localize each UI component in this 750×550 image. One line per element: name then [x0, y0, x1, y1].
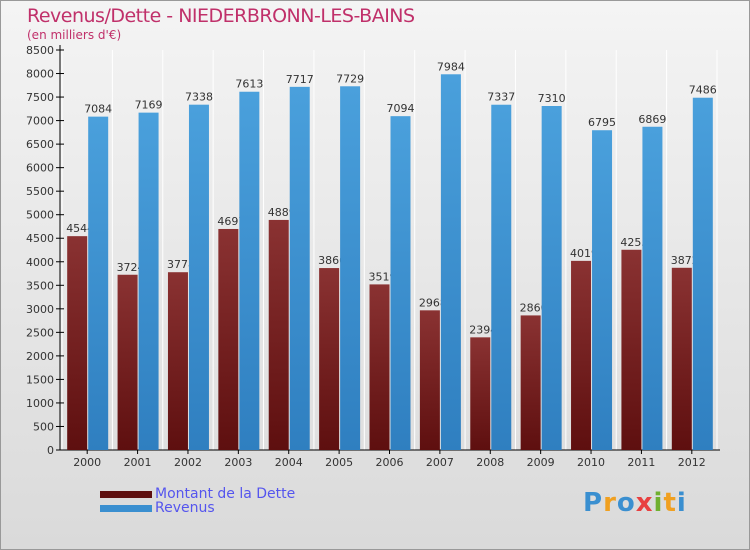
- data-label-revenue: 7338: [185, 91, 213, 104]
- data-label-debt: 3519: [369, 270, 397, 283]
- bar-debt: [268, 219, 289, 450]
- y-tick-label: 8000: [26, 68, 54, 81]
- bar-debt: [117, 274, 138, 450]
- bar-revenue: [541, 106, 562, 450]
- y-tick-label: 6500: [26, 138, 54, 151]
- bar-revenue: [239, 91, 260, 450]
- bar-debt: [419, 310, 440, 450]
- data-label-revenue: 7310: [538, 92, 566, 105]
- y-tick-label: 8500: [26, 44, 54, 57]
- legend-swatch-revenue: [100, 504, 152, 512]
- chart-title: Revenus/Dette - NIEDERBRONN-LES-BAINS: [27, 5, 415, 27]
- y-tick-label: 3000: [26, 303, 54, 316]
- x-tick-label: 2004: [275, 456, 303, 469]
- bar-debt: [470, 337, 491, 450]
- bar-debt: [167, 272, 188, 450]
- y-tick-label: 4000: [26, 256, 54, 269]
- x-tick-label: 2010: [577, 456, 605, 469]
- data-label-revenue: 7613: [235, 78, 263, 91]
- legend-debt: Montant de la Dette: [100, 486, 295, 502]
- bar-debt: [671, 267, 692, 450]
- y-tick-label: 4500: [26, 232, 54, 245]
- bar-revenue: [88, 116, 109, 451]
- x-tick-label: 2003: [224, 456, 252, 469]
- x-tick-label: 2008: [476, 456, 504, 469]
- legend-swatch-debt: [100, 490, 152, 498]
- data-label-revenue: 7486: [689, 84, 717, 97]
- x-tick-label: 2007: [426, 456, 454, 469]
- data-label-revenue: 6795: [588, 116, 616, 129]
- data-label-revenue: 7984: [437, 60, 465, 73]
- bar-revenue: [642, 126, 663, 451]
- bar-debt: [218, 228, 239, 450]
- x-tick-label: 2005: [325, 456, 353, 469]
- data-label-debt: 4889: [268, 206, 296, 219]
- data-label-debt: 3778: [167, 258, 195, 271]
- data-label-revenue: 7094: [387, 102, 415, 115]
- data-label-revenue: 6869: [638, 113, 666, 126]
- y-tick-label: 500: [33, 420, 54, 433]
- data-label-revenue: 7337: [487, 91, 515, 104]
- data-label-debt: 3866: [318, 254, 346, 267]
- y-tick-label: 5000: [26, 209, 54, 222]
- x-tick-label: 2001: [124, 456, 152, 469]
- data-label-debt: 2860: [520, 301, 548, 314]
- data-label-debt: 4544: [66, 222, 94, 235]
- y-tick-label: 2000: [26, 350, 54, 363]
- x-tick-label: 2011: [627, 456, 655, 469]
- bar-revenue: [692, 97, 713, 450]
- y-tick-label: 5500: [26, 185, 54, 198]
- x-tick-label: 2002: [174, 456, 202, 469]
- x-tick-label: 2009: [527, 456, 555, 469]
- bar-debt: [67, 236, 88, 450]
- y-tick-label: 7500: [26, 91, 54, 104]
- y-tick-label: 0: [47, 444, 54, 457]
- y-tick-label: 6000: [26, 162, 54, 175]
- legend-label-debt: Montant de la Dette: [155, 486, 296, 502]
- bar-debt: [369, 284, 390, 450]
- legend-label-revenue: Revenus: [155, 500, 215, 516]
- data-label-revenue: 7084: [84, 103, 112, 116]
- y-tick-label: 1500: [26, 373, 54, 386]
- proxiti-logo: Proxiti: [583, 488, 687, 518]
- bar-revenue: [440, 74, 461, 451]
- data-label-debt: 3872: [671, 254, 699, 267]
- bar-debt: [319, 268, 340, 450]
- bar-revenue: [592, 130, 613, 450]
- data-label-debt: 4697: [217, 215, 245, 228]
- data-label-debt: 3724: [117, 261, 145, 274]
- data-label-revenue: 7729: [336, 72, 364, 85]
- legend-revenue: Revenus: [100, 500, 215, 516]
- bar-debt: [520, 315, 541, 450]
- bar-debt: [621, 249, 642, 450]
- data-label-debt: 2968: [419, 296, 447, 309]
- bar-revenue: [390, 116, 411, 450]
- data-label-debt: 2394: [469, 323, 497, 336]
- bar-revenue: [289, 86, 310, 451]
- chart-subtitle: (en milliers d'€): [27, 28, 122, 42]
- y-tick-label: 3500: [26, 279, 54, 292]
- data-label-revenue: 7169: [135, 99, 163, 112]
- bar-revenue: [188, 104, 209, 451]
- x-tick-label: 2006: [376, 456, 404, 469]
- x-tick-label: 2000: [73, 456, 101, 469]
- bar-revenue: [340, 86, 361, 451]
- data-label-revenue: 7717: [286, 73, 314, 86]
- y-tick-label: 7000: [26, 115, 54, 128]
- bar-debt: [571, 260, 592, 450]
- data-label-debt: 4019: [570, 247, 598, 260]
- bar-revenue: [138, 112, 159, 451]
- x-tick-label: 2012: [678, 456, 706, 469]
- y-tick-label: 1000: [26, 397, 54, 410]
- bar-revenue: [491, 104, 512, 451]
- y-tick-label: 2500: [26, 326, 54, 339]
- data-label-debt: 4255: [620, 236, 648, 249]
